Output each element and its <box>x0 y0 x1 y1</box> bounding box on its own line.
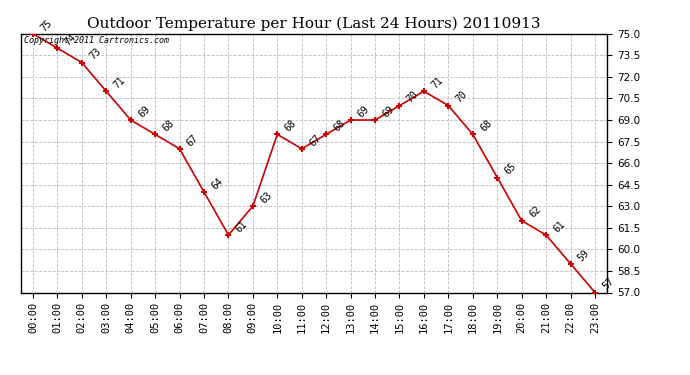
Text: 68: 68 <box>161 118 176 134</box>
Text: 69: 69 <box>136 104 152 119</box>
Text: 67: 67 <box>185 133 201 148</box>
Text: Copyright 2011 Cartronics.com: Copyright 2011 Cartronics.com <box>23 36 168 45</box>
Title: Outdoor Temperature per Hour (Last 24 Hours) 20110913: Outdoor Temperature per Hour (Last 24 Ho… <box>87 17 541 31</box>
Text: 57: 57 <box>600 276 616 292</box>
Text: 61: 61 <box>234 219 249 234</box>
Text: 71: 71 <box>429 75 445 90</box>
Text: 70: 70 <box>405 90 420 105</box>
Text: 69: 69 <box>381 104 396 119</box>
Text: 68: 68 <box>283 118 298 134</box>
Text: 68: 68 <box>332 118 347 134</box>
Text: 64: 64 <box>210 176 225 191</box>
Text: 63: 63 <box>259 190 274 206</box>
Text: 71: 71 <box>112 75 127 90</box>
Text: 75: 75 <box>39 18 54 33</box>
Text: 59: 59 <box>576 248 591 263</box>
Text: 67: 67 <box>307 133 323 148</box>
Text: 70: 70 <box>454 90 469 105</box>
Text: 68: 68 <box>478 118 494 134</box>
Text: 69: 69 <box>356 104 371 119</box>
Text: 73: 73 <box>88 46 103 62</box>
Text: 74: 74 <box>63 32 78 47</box>
Text: 62: 62 <box>527 204 542 220</box>
Text: 65: 65 <box>503 161 518 177</box>
Text: 61: 61 <box>552 219 567 234</box>
